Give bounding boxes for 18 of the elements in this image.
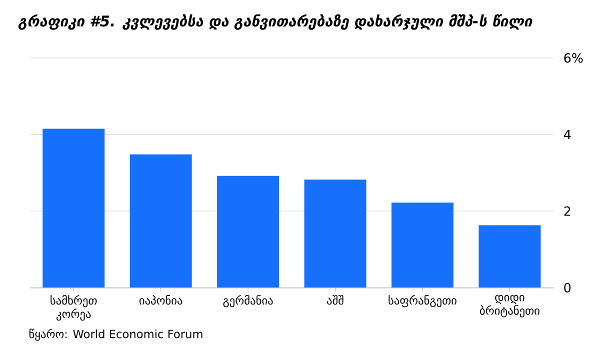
bar: [42, 128, 105, 288]
y-tick-label: 2: [564, 206, 570, 216]
text: წყარო: World Economic Forum: [29, 328, 202, 341]
bar: [391, 202, 454, 288]
y-tick-label: 4: [564, 130, 571, 140]
x-tick-label: იაპონია: [139, 295, 182, 305]
chart-title: გრაფიკი #5. კვლევებსა და განვითარებაზე დახარჯული მშპ-ს წილი: [18, 14, 532, 30]
x-tick-label: დიდი ბრიტანეთი: [480, 295, 540, 318]
x-tick-label: გერმანია: [223, 295, 273, 308]
x-tick-label: სამხრეთ კორეა: [50, 295, 97, 321]
bar: [130, 154, 192, 288]
x-tick-label: აშშ: [327, 295, 344, 305]
bar: [304, 180, 366, 288]
y-tick-label: 0: [564, 282, 571, 292]
bar: [478, 225, 541, 288]
y-tick-label: 6%: [564, 53, 583, 63]
bar: [217, 176, 280, 288]
x-tick-label: საფრანგეთი: [388, 295, 456, 308]
